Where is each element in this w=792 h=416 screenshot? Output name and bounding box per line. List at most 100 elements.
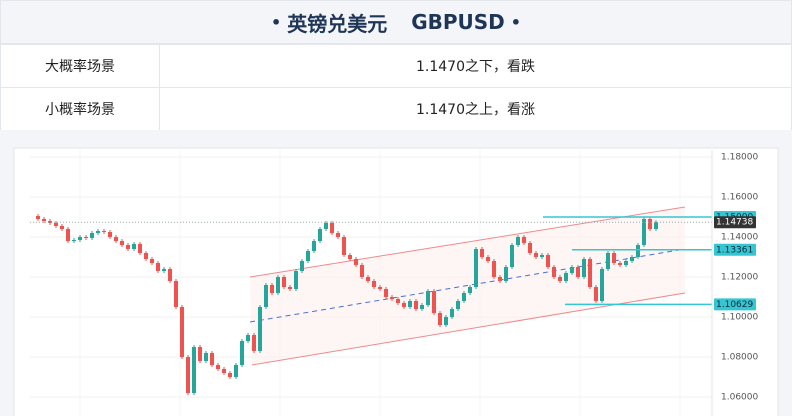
candle xyxy=(60,226,64,229)
candle xyxy=(108,232,112,237)
candle xyxy=(564,273,568,281)
cell: 小概率场景 xyxy=(0,87,160,131)
candle xyxy=(90,233,94,238)
candle xyxy=(312,241,316,251)
candle xyxy=(354,259,358,265)
row: 大概率场景 1.1470之下，看跌 xyxy=(0,44,792,88)
candle xyxy=(552,267,556,277)
candle xyxy=(246,335,250,341)
candle xyxy=(264,285,268,307)
candle xyxy=(102,231,106,232)
candle xyxy=(222,369,226,373)
candle xyxy=(642,219,646,245)
candle xyxy=(84,237,88,238)
candle xyxy=(336,233,340,237)
candle xyxy=(378,287,382,289)
candle xyxy=(402,303,406,307)
candle xyxy=(648,219,652,229)
candle xyxy=(408,301,412,307)
candle xyxy=(120,241,124,245)
candle xyxy=(444,317,448,325)
y-tick-label: 1.18000 xyxy=(721,153,758,163)
candle xyxy=(534,253,538,257)
channel-mid xyxy=(249,248,686,323)
candle xyxy=(372,281,376,287)
candle xyxy=(384,289,388,297)
candle xyxy=(636,245,640,257)
y-tick-label: 1.16000 xyxy=(721,193,758,203)
candle xyxy=(228,373,232,377)
candle xyxy=(492,261,496,277)
candle xyxy=(210,353,214,365)
candle xyxy=(618,263,622,265)
y-tick-label: 1.06000 xyxy=(721,393,758,403)
y-tick-label: 1.12000 xyxy=(721,273,758,283)
y-tick-label: 1.10000 xyxy=(721,313,758,323)
candle xyxy=(654,222,658,229)
candle xyxy=(282,277,286,287)
level-label: 1.13361 xyxy=(716,245,753,255)
cell: 大概率场景 xyxy=(0,44,160,88)
candle xyxy=(432,291,436,313)
candle xyxy=(528,243,532,253)
candle xyxy=(330,223,334,233)
candle xyxy=(612,253,616,263)
candle xyxy=(288,287,292,289)
candle xyxy=(48,221,52,223)
candle xyxy=(600,269,604,301)
candle xyxy=(480,249,484,257)
candle xyxy=(114,237,118,241)
candle xyxy=(72,240,76,241)
candle xyxy=(204,353,208,361)
candle xyxy=(144,253,148,259)
title-bar: • 英镑兑美元 GBPUSD • xyxy=(0,0,792,44)
candle xyxy=(36,216,40,219)
candle xyxy=(66,229,70,241)
cell: 1.1470之下，看跌 xyxy=(159,44,792,88)
candle xyxy=(498,277,502,281)
candle xyxy=(300,261,304,271)
candle xyxy=(342,237,346,255)
candle xyxy=(168,269,172,281)
candle xyxy=(468,287,472,293)
candle xyxy=(306,251,310,261)
candle xyxy=(258,307,262,351)
level-label: 1.14738 xyxy=(716,218,753,228)
candle xyxy=(582,259,586,277)
candle xyxy=(348,255,352,259)
candle xyxy=(510,245,514,267)
candle xyxy=(420,305,424,309)
candle xyxy=(192,347,196,393)
candle xyxy=(252,335,256,351)
candle xyxy=(78,237,82,240)
candle xyxy=(324,223,328,229)
cell: 1.1470之上，看涨 xyxy=(159,87,792,131)
candle xyxy=(576,267,580,277)
candle xyxy=(180,307,184,357)
candle xyxy=(516,237,520,245)
level-label: 1.10629 xyxy=(716,300,753,310)
candle xyxy=(504,267,508,281)
candle xyxy=(138,244,142,253)
level-label-box xyxy=(714,298,756,311)
candle xyxy=(462,293,466,301)
candle xyxy=(594,287,598,301)
candle xyxy=(156,263,160,271)
y-tick-label: 1.14000 xyxy=(721,233,758,243)
candle xyxy=(150,259,154,263)
candle xyxy=(360,265,364,277)
candle xyxy=(540,255,544,257)
channel-upper xyxy=(249,206,686,278)
candle xyxy=(366,277,370,281)
candle xyxy=(276,277,280,293)
candle xyxy=(270,285,274,293)
candle xyxy=(522,237,526,243)
candle xyxy=(174,281,178,307)
y-tick-label: 1.08000 xyxy=(721,353,758,363)
chart: 1.18000 1.16000 1.14000 1.12000 1.10000 1.080… xyxy=(13,147,779,416)
candle xyxy=(570,267,574,273)
candle xyxy=(438,313,442,325)
level-label-box xyxy=(714,243,756,256)
candle xyxy=(486,257,490,261)
scenario-table: 大概率场景 1.1470之下，看跌 小概率场景 1.1470之上，看涨 xyxy=(0,44,792,131)
